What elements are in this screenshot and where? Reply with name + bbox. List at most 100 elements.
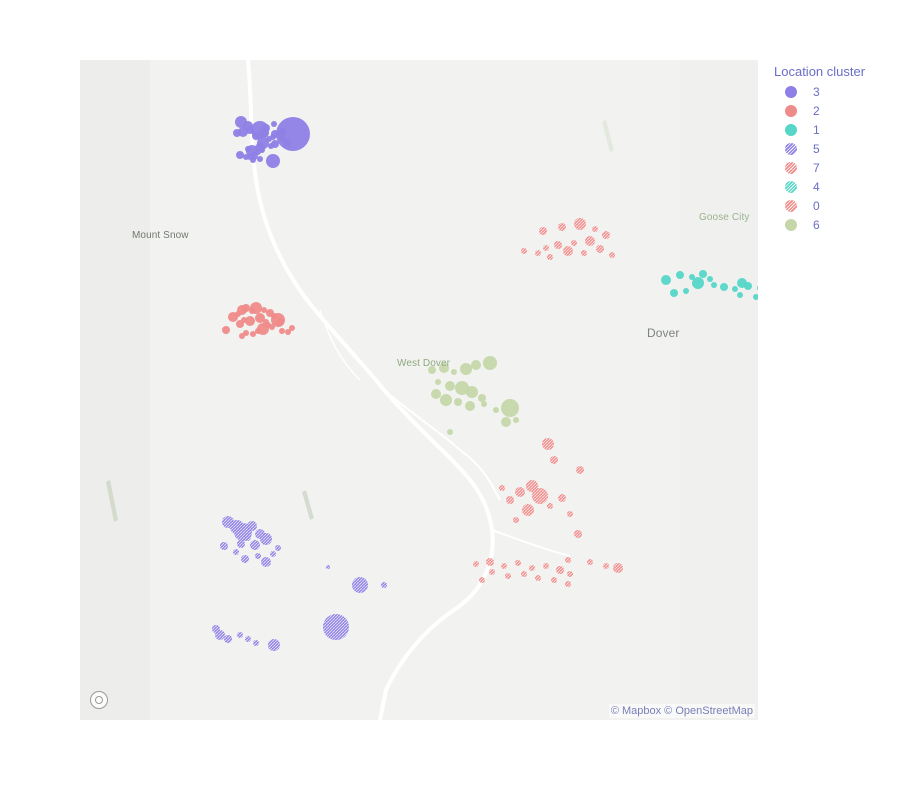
cluster-6-point[interactable] — [483, 356, 497, 370]
cluster-2-point[interactable] — [250, 331, 256, 337]
cluster-6-point[interactable] — [447, 429, 453, 435]
cluster-0-point-hatch — [565, 581, 571, 587]
cluster-1-point[interactable] — [683, 288, 689, 294]
cluster-1-point[interactable] — [699, 270, 707, 278]
map-attribution[interactable]: © Mapbox © OpenStreetMap — [608, 704, 755, 718]
cluster-6-point[interactable] — [460, 363, 472, 375]
cluster-3-point[interactable] — [236, 151, 244, 159]
cluster-0-point-hatch — [473, 561, 479, 567]
cluster-3-point[interactable] — [283, 139, 291, 147]
cluster-6-point[interactable] — [478, 394, 486, 402]
cluster-5-point-hatch — [245, 636, 251, 642]
cluster-2-point[interactable] — [239, 333, 245, 339]
cluster-2-point[interactable] — [236, 320, 244, 328]
cluster-1-point[interactable] — [707, 276, 713, 282]
place-label-goose-city: Goose City — [699, 212, 750, 223]
cluster-2-point[interactable] — [261, 307, 267, 313]
cluster-1-point[interactable] — [757, 285, 758, 291]
cluster-2-point[interactable] — [222, 326, 230, 334]
cluster-3-point[interactable] — [233, 129, 241, 137]
cluster-1-point[interactable] — [711, 282, 717, 288]
cluster-0-point-hatch — [479, 577, 485, 583]
cluster-6-point[interactable] — [481, 401, 487, 407]
cluster-6-point[interactable] — [451, 369, 457, 375]
cluster-2-point[interactable] — [250, 302, 262, 314]
cluster-6-point[interactable] — [455, 381, 469, 395]
cluster-3-point[interactable] — [266, 154, 280, 168]
cluster-6-point[interactable] — [465, 401, 475, 411]
mapbox-logo-icon[interactable] — [90, 691, 108, 709]
legend-item-4[interactable]: 4 — [774, 177, 894, 196]
cluster-6-point[interactable] — [428, 366, 436, 374]
cluster-2-point[interactable] — [242, 304, 250, 312]
cluster-0-point-hatch — [506, 496, 514, 504]
cluster-3-point[interactable] — [268, 143, 274, 149]
cluster-6-point[interactable] — [513, 417, 519, 423]
cluster-1-point[interactable] — [692, 277, 704, 289]
cluster-6-point[interactable] — [445, 381, 455, 391]
cluster-2-point[interactable] — [276, 318, 284, 326]
cluster-0-point-hatch — [521, 571, 527, 577]
legend-item-6[interactable]: 6 — [774, 215, 894, 234]
cluster-5-point-hatch — [261, 557, 271, 567]
cluster-6-point[interactable] — [435, 379, 441, 385]
cluster-1-point[interactable] — [744, 282, 752, 290]
legend-item-0[interactable]: 0 — [774, 196, 894, 215]
cluster-6-point[interactable] — [493, 407, 499, 413]
cluster-5-point-hatch — [243, 533, 251, 541]
cluster-5-point-hatch — [212, 625, 220, 633]
place-label-mount-snow: Mount Snow — [132, 230, 189, 241]
map-background — [80, 60, 758, 720]
map-area[interactable]: Mount Snow Goose City Dover West Dover ©… — [80, 60, 758, 720]
cluster-1-point[interactable] — [689, 274, 695, 280]
cluster-0-point-hatch — [547, 503, 553, 509]
cluster-1-point[interactable] — [753, 294, 758, 300]
cluster-6-point[interactable] — [501, 399, 519, 417]
legend-item-2[interactable]: 2 — [774, 101, 894, 120]
cluster-6-point[interactable] — [440, 394, 452, 406]
cluster-3-point[interactable] — [279, 135, 285, 141]
legend-item-3[interactable]: 3 — [774, 82, 894, 101]
cluster-3-point[interactable] — [276, 117, 310, 151]
cluster-2-point[interactable] — [245, 316, 255, 326]
cluster-3-point[interactable] — [259, 128, 269, 138]
legend-item-1[interactable]: 1 — [774, 120, 894, 139]
cluster-0-point-hatch — [486, 558, 494, 566]
cluster-1-point[interactable] — [737, 292, 743, 298]
cluster-points[interactable] — [212, 116, 758, 651]
cluster-1-point[interactable] — [661, 275, 671, 285]
cluster-0-point-hatch — [542, 438, 554, 450]
cluster-3-point[interactable] — [250, 157, 256, 163]
cluster-2-point[interactable] — [285, 329, 291, 335]
cluster-1-point[interactable] — [732, 286, 738, 292]
cluster-6-point[interactable] — [439, 363, 449, 373]
cluster-6-point[interactable] — [471, 360, 481, 370]
cluster-2-point[interactable] — [269, 324, 275, 330]
cluster-2-point[interactable] — [279, 328, 285, 334]
cluster-1-point[interactable] — [720, 283, 728, 291]
cluster-2-point[interactable] — [289, 325, 295, 331]
legend-item-7[interactable]: 7 — [774, 158, 894, 177]
cluster-7-point-hatch — [592, 226, 598, 232]
cluster-1-point[interactable] — [676, 271, 684, 279]
cluster-0-point-hatch — [603, 563, 609, 569]
cluster-0-point-hatch — [526, 480, 538, 492]
cluster-7-point-hatch — [547, 254, 553, 260]
cluster-6-point[interactable] — [431, 389, 441, 399]
cluster-0-point-hatch — [576, 466, 584, 474]
cluster-1-point[interactable] — [670, 289, 678, 297]
map-canvas[interactable] — [80, 60, 758, 720]
legend-item-label: 3 — [813, 84, 820, 99]
cluster-6-point[interactable] — [501, 417, 511, 427]
cluster-2-point[interactable] — [255, 328, 261, 334]
cluster-6-point[interactable] — [466, 386, 478, 398]
cluster-7-point-hatch — [535, 250, 541, 256]
cluster-3-point[interactable] — [271, 121, 277, 127]
cluster-6-point[interactable] — [454, 398, 462, 406]
cluster-3-point[interactable] — [252, 132, 260, 140]
legend-item-5[interactable]: 5 — [774, 139, 894, 158]
cluster-2-point[interactable] — [255, 313, 265, 323]
cluster-3-point[interactable] — [257, 156, 263, 162]
cluster-0-point-hatch — [522, 504, 534, 516]
cluster-7-point-hatch — [571, 240, 577, 246]
